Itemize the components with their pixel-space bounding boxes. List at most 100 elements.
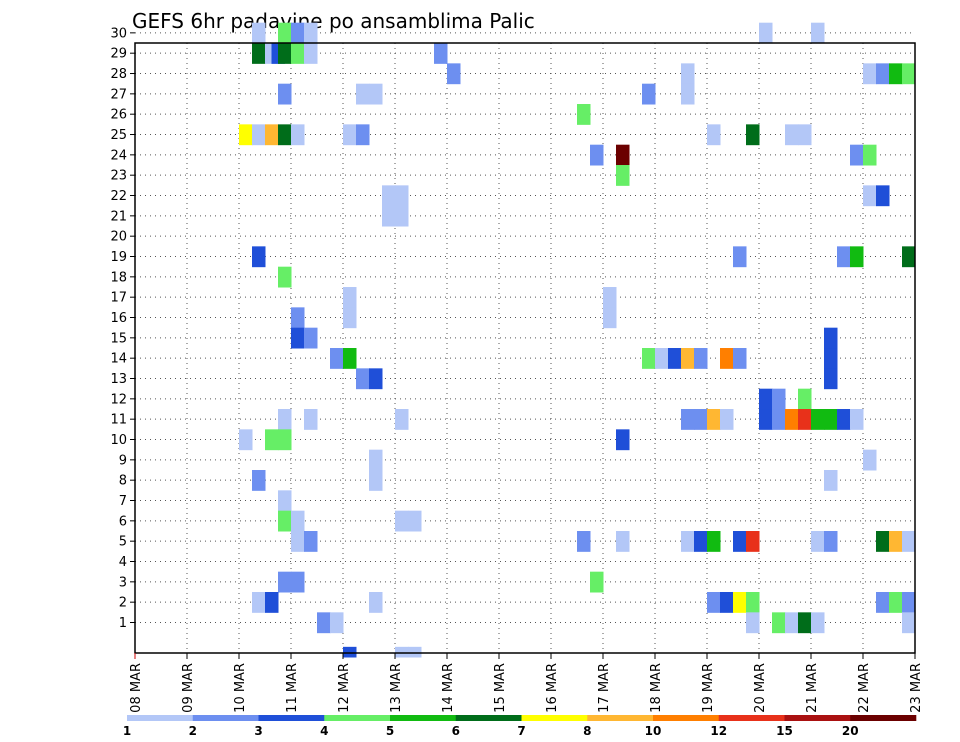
precip-cell	[304, 409, 318, 430]
precip-cell	[681, 409, 695, 430]
precip-cell	[902, 246, 916, 268]
precip-cell	[785, 612, 799, 634]
precip-cell	[577, 104, 591, 125]
precip-cell	[291, 531, 305, 552]
precip-cell	[265, 124, 279, 146]
precip-cell	[902, 612, 916, 634]
precip-cell	[707, 124, 721, 146]
precip-cell	[876, 592, 890, 613]
precip-cell	[343, 646, 357, 658]
chart-title: GEFS 6hr padavine po ansamblima Palic	[132, 9, 535, 33]
y-tick-label: 15	[110, 331, 127, 346]
precip-cell	[889, 592, 903, 613]
precip-cell	[759, 388, 773, 410]
precip-cell	[850, 409, 864, 430]
precip-cell	[863, 144, 877, 166]
precip-cell	[369, 449, 383, 471]
precip-cell	[278, 409, 292, 430]
precip-cell	[252, 22, 266, 44]
precip-cell	[252, 470, 266, 491]
colorbar-swatch	[521, 715, 588, 721]
precip-cell	[239, 124, 253, 146]
precip-cell	[447, 63, 461, 85]
precip-cell	[616, 531, 630, 552]
precip-cell	[798, 612, 812, 634]
precip-cell	[291, 571, 305, 593]
colorbar-swatch	[455, 715, 522, 721]
y-tick-label: 22	[110, 189, 127, 204]
precip-cell	[772, 388, 786, 410]
y-tick-label: 8	[119, 474, 127, 489]
precip-cell	[876, 531, 890, 552]
precip-cell	[330, 348, 344, 369]
precip-cell	[785, 409, 799, 430]
y-tick-label: 26	[110, 108, 127, 123]
y-axis-ticks: 1234567891011121314151617181920212223242…	[110, 26, 135, 631]
precip-cell	[681, 63, 695, 85]
colorbar-tick-label: 1	[123, 724, 131, 738]
x-tick-label: 12 MAR	[337, 663, 352, 713]
precip-cell	[369, 470, 383, 491]
precip-cell	[278, 124, 292, 146]
precip-cell	[291, 327, 305, 349]
y-tick-label: 9	[119, 453, 127, 468]
x-axis-ticks: 08 MAR 09 MAR 10 MAR 11 MAR 12 MAR 13 MAR 14 M…	[129, 653, 924, 713]
precip-cell	[382, 205, 396, 227]
x-tick-label: 11 MAR	[285, 663, 300, 713]
precip-cell	[798, 124, 812, 146]
precip-cell	[434, 43, 448, 64]
precip-cell	[824, 327, 838, 349]
precip-cell	[408, 646, 422, 658]
precip-cell	[681, 348, 695, 369]
x-tick-label: 13 MAR	[389, 663, 404, 713]
precip-cell	[655, 348, 669, 369]
precip-cell	[395, 185, 409, 207]
precip-cell	[824, 531, 838, 552]
y-tick-label: 13	[110, 372, 127, 387]
x-tick-label: 14 MAR	[441, 663, 456, 713]
y-tick-label: 14	[110, 352, 127, 367]
y-tick-label: 29	[110, 47, 127, 62]
precip-cell	[603, 287, 617, 308]
precip-cell	[252, 43, 266, 64]
x-tick-label: 16 MAR	[545, 663, 560, 713]
precip-cell	[668, 348, 682, 369]
precip-cell	[291, 43, 305, 64]
precip-cell	[278, 510, 292, 532]
precip-cell	[343, 348, 357, 369]
precip-cell	[902, 63, 916, 85]
x-tick-label: 09 MAR	[181, 663, 196, 713]
precip-cell	[304, 22, 318, 44]
precip-cell	[395, 205, 409, 227]
precip-cell	[304, 531, 318, 552]
precip-cell	[395, 409, 409, 430]
precip-cell	[720, 348, 734, 369]
precip-cell	[330, 612, 344, 634]
colorbar-tick-label: 4	[320, 724, 328, 738]
x-tick-label: 19 MAR	[701, 663, 716, 713]
colorbar-tick-label: 5	[386, 724, 394, 738]
precip-cell	[590, 571, 604, 593]
precip-cell	[798, 388, 812, 410]
colorbar-tick-label: 7	[517, 724, 525, 738]
x-tick-label: 22 MAR	[857, 663, 872, 713]
colorbar-swatch	[192, 715, 259, 721]
precip-cell	[733, 246, 747, 268]
precip-cell	[252, 246, 266, 268]
precip-cell	[278, 490, 292, 512]
precip-cell	[291, 124, 305, 146]
y-tick-label: 16	[110, 311, 127, 326]
precip-cell	[356, 124, 370, 146]
precip-cell	[291, 307, 305, 329]
precip-cell	[707, 531, 721, 552]
precip-cell	[863, 63, 877, 85]
precip-cell	[876, 63, 890, 85]
precip-cell	[850, 246, 864, 268]
precip-cell	[343, 124, 357, 146]
precip-cell	[811, 531, 825, 552]
precip-cell	[395, 646, 409, 658]
precip-cell	[278, 571, 292, 593]
colorbar-swatch	[324, 715, 391, 721]
precip-cell	[291, 510, 305, 532]
